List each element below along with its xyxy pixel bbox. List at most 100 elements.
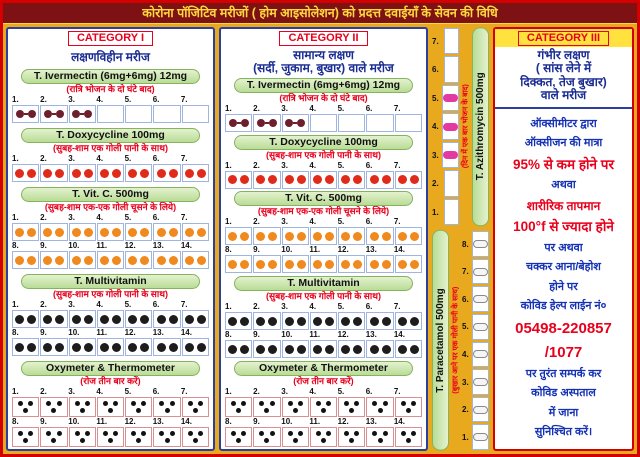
three-dose-dots — [367, 428, 392, 446]
day-number: 5. — [337, 160, 345, 170]
pill-circle — [240, 118, 249, 127]
day-number: 6. — [152, 154, 160, 164]
pill-box-row — [224, 227, 423, 246]
pill-box-row — [224, 113, 423, 132]
pill-box-row — [11, 427, 210, 447]
paracetamol-capsule — [473, 433, 488, 442]
ivermectin-pill-pair — [43, 110, 64, 119]
medicine-name: T. Doxycycline 100mg — [234, 134, 413, 150]
day-box — [281, 255, 309, 274]
category-2-panel: CATEGORY II सामान्य लक्षण (सर्दी, जुकाम, ब… — [219, 27, 428, 451]
dose-dot — [192, 438, 198, 443]
three-dose-dots — [70, 398, 95, 416]
day-number: 6. — [152, 387, 160, 396]
strip-day-box — [444, 28, 459, 55]
doxycycline-pill — [184, 168, 194, 178]
dose-dot — [164, 408, 170, 413]
vitc-pill — [268, 231, 278, 241]
vitc-pill — [156, 227, 166, 237]
strip-day-box — [444, 56, 459, 83]
day-number: 3. — [281, 103, 288, 113]
multivitamin-pill — [256, 316, 266, 326]
day-number: 7. — [393, 103, 401, 113]
vitc-pill — [409, 231, 419, 241]
vitc-pill — [99, 255, 109, 265]
day-box — [253, 170, 281, 189]
dose-dot-row — [46, 438, 61, 443]
day-number: 9. — [253, 330, 260, 340]
pill-box-row — [11, 338, 210, 357]
dose-dot — [84, 431, 90, 436]
day-box — [366, 113, 394, 132]
category-1-panel: CATEGORY I लक्षणविहीन मरीज T. Ivermectin (… — [6, 27, 215, 451]
three-dose-dots — [70, 428, 95, 446]
day-box — [394, 396, 422, 417]
strip-day-number: 3. — [462, 377, 469, 387]
day-number: 2. — [253, 160, 260, 170]
day-number: 5. — [124, 387, 132, 396]
pill-box-row — [224, 396, 423, 417]
dose-dot — [51, 408, 57, 413]
three-dose-dots — [283, 398, 308, 416]
strip-day-number: 4. — [462, 349, 469, 359]
strip-day-box — [442, 113, 459, 140]
day-box — [366, 170, 394, 189]
day-box — [309, 113, 338, 132]
vitc-pill — [83, 227, 93, 237]
day-box — [68, 105, 96, 124]
day-number: 10. — [281, 416, 293, 426]
multivitamin-pill — [324, 344, 334, 354]
day-box — [12, 164, 40, 183]
vitc-pill — [256, 231, 266, 241]
dose-dot — [320, 437, 326, 443]
doxycycline-pill — [43, 168, 53, 178]
day-box — [253, 340, 281, 359]
day-box — [40, 223, 68, 242]
category-label: CATEGORY II — [224, 31, 423, 46]
dose-dot — [18, 431, 23, 436]
strip-day-number: 2. — [432, 179, 439, 189]
multivitamin-pill — [397, 316, 407, 326]
dose-dot — [74, 401, 80, 406]
multivitamin-pill — [111, 314, 121, 324]
day-number: 4. — [309, 217, 317, 227]
day-box — [40, 397, 68, 417]
day-number: 3. — [281, 160, 288, 170]
day-box — [181, 397, 209, 417]
day-number: 1. — [225, 103, 232, 113]
day-number: 6. — [152, 300, 160, 310]
doxycycline-pill — [99, 168, 109, 178]
medicine-instruction: (रोज तीन बार करें) — [293, 375, 354, 386]
medicine-instruction: (सुबह-शाम एक गोली पानी के साथ) — [266, 291, 381, 302]
dose-dot — [269, 400, 275, 406]
poster-body: CATEGORY I लक्षणविहीन मरीज T. Ivermectin (… — [3, 24, 637, 454]
pill-box-row — [224, 340, 423, 359]
strip-day-number: 5. — [432, 93, 439, 103]
day-number: 6. — [365, 386, 373, 396]
day-box — [366, 396, 394, 417]
pill-box-row — [224, 255, 423, 274]
multivitamin-pill — [43, 314, 53, 324]
instruction-line: /1077 — [544, 343, 583, 361]
day-number: 11. — [309, 330, 321, 340]
pill-circle — [55, 110, 64, 119]
day-box — [338, 113, 366, 132]
vitc-pill — [71, 255, 81, 265]
dose-dot-row — [401, 407, 416, 413]
dose-dot — [297, 400, 303, 406]
paracetamol-capsule — [473, 350, 488, 359]
day-number-row: 8. 9. 10. 11. 12. 13. 14. — [11, 417, 210, 427]
vitc-pill — [140, 255, 150, 265]
dose-dot-row — [75, 408, 90, 413]
multivitamin-pill — [381, 316, 391, 326]
day-number: 13. — [152, 328, 164, 338]
multivitamin-pill — [27, 314, 37, 324]
medicine-name: Oxymeter & Thermometer — [234, 360, 413, 376]
three-dose-dots — [41, 398, 66, 416]
vitc-pill — [312, 259, 322, 269]
day-box — [181, 251, 209, 270]
day-box — [181, 338, 209, 357]
dose-dot-row — [259, 430, 275, 436]
multivitamin-pill — [228, 316, 238, 326]
dose-dot — [141, 431, 147, 436]
